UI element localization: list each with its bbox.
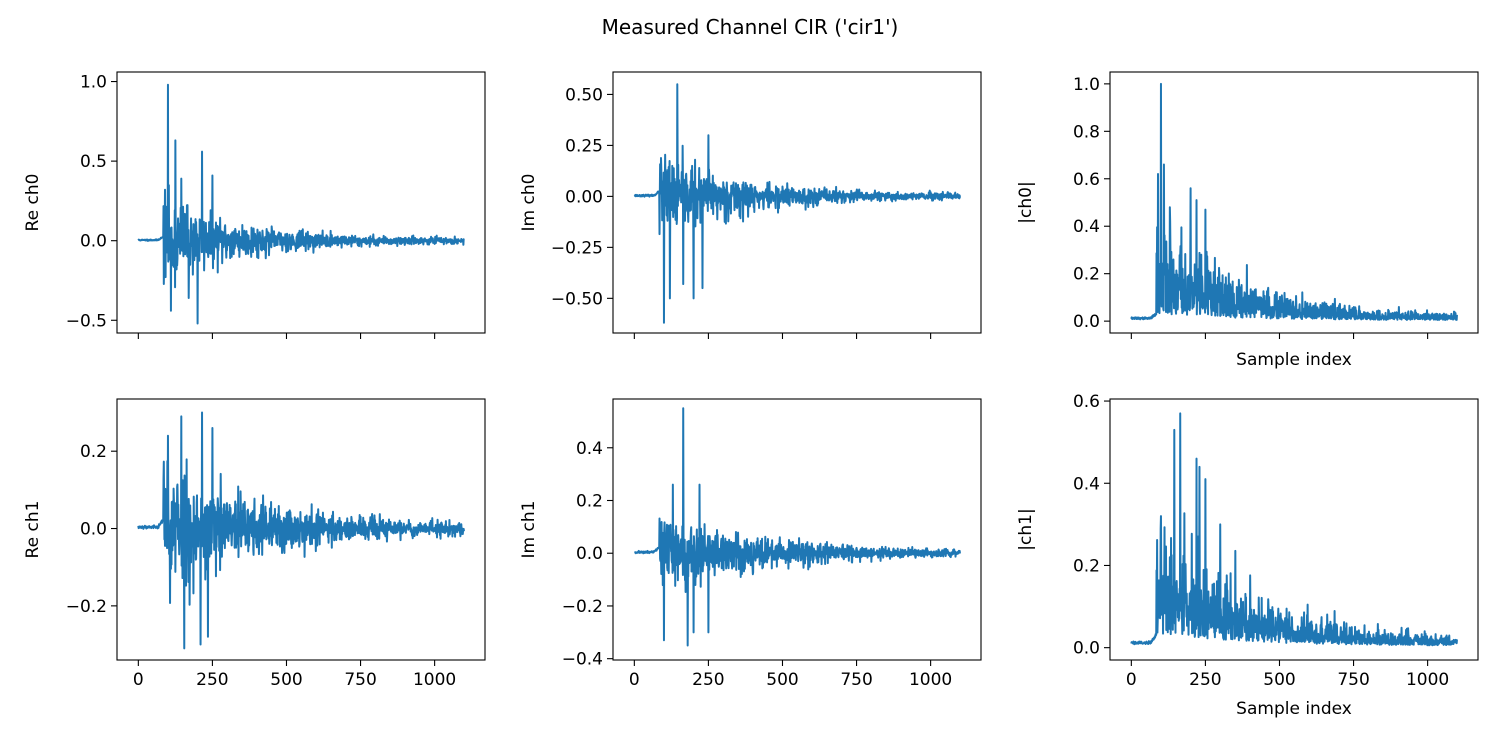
series-line [137,83,465,325]
x-tick-label: 0 [1126,670,1137,690]
series-line [633,407,961,647]
y-tick-label: 0.2 [80,442,107,462]
subplot-5: −0.4 −0.2 0.0 0.2 0.4 0 250 500 750 1000 Im ch1 [519,398,982,690]
axes-frame [1109,71,1479,334]
subplot-grid: −0.50.00.51.0Re ch0−0.50−0.250.000.250.5… [23,71,1479,719]
y-tick-label: 0.0 [80,520,107,540]
y-tick-label: 0.2 [1073,265,1100,285]
y-tick-label: 0.0 [80,232,107,252]
y-tick-label: 0.25 [565,136,603,156]
subplot-1: −0.5 0.0 0.5 1.0 Re ch0 [23,71,486,339]
y-tick-label: 0.5 [80,152,107,172]
y-tick-label: −0.25 [551,238,603,258]
x-axis-label: Sample index [1236,350,1352,370]
axes-frame [116,71,486,334]
y-tick-label: 0.0 [1073,312,1100,332]
y-tick-label: −0.4 [562,650,603,670]
y-tick-label: 0.8 [1073,122,1100,142]
x-tick-label: 250 [692,670,724,690]
series-line [633,83,961,324]
y-tick-label: 0.4 [576,439,603,459]
series-line [137,411,465,650]
subplot-6: 0.0 0.2 0.4 0.6 0 250 500 750 1000 |ch1| Sample in… [1016,392,1479,719]
y-tick-label: −0.50 [551,289,603,309]
y-tick-label: 0.50 [565,85,603,105]
x-tick-label: 1000 [413,670,456,690]
y-tick-label: 0.2 [1073,556,1100,576]
y-tick-label: −0.2 [66,597,107,617]
y-tick-label: 0.6 [1073,392,1100,412]
y-axis-label: Re ch0 [23,174,43,232]
x-tick-label: 750 [840,670,872,690]
x-tick-label: 750 [344,670,376,690]
y-tick-label: 0.4 [1073,217,1100,237]
y-tick-label: −0.2 [562,597,603,617]
y-axis-label: Im ch0 [519,174,539,232]
y-axis-label: Im ch1 [519,501,539,559]
x-tick-label: 250 [1189,670,1221,690]
y-tick-label: 0.2 [576,492,603,512]
y-tick-label: 0.0 [1073,639,1100,659]
x-tick-label: 0 [629,670,640,690]
x-tick-label: 250 [196,670,228,690]
x-axis-label: Sample index [1236,699,1352,719]
axes-frame [116,398,486,661]
y-tick-label: −0.5 [66,311,107,331]
y-tick-label: 1.0 [80,73,107,93]
x-tick-label: 1000 [909,670,952,690]
y-axis-label: |ch1| [1016,508,1036,550]
x-tick-label: 0 [133,670,144,690]
subplot-3: 0.0 0.2 0.4 0.6 0.8 1.0 |ch0| Sample index [1016,71,1479,370]
y-tick-label: 0.6 [1073,170,1100,190]
x-tick-label: 500 [270,670,302,690]
axes-frame [612,398,982,661]
y-tick-label: 1.0 [1073,75,1100,95]
axes-frame [612,71,982,334]
y-axis-label: Re ch1 [23,501,43,559]
x-tick-label: 750 [1337,670,1369,690]
x-tick-label: 500 [1263,670,1295,690]
y-tick-label: 0.0 [576,544,603,564]
series-line [1130,412,1458,647]
series-line [1130,82,1458,321]
y-tick-label: 0.4 [1073,474,1100,494]
axes-frame [1109,398,1479,661]
x-tick-label: 1000 [1406,670,1449,690]
x-tick-label: 500 [766,670,798,690]
figure-title: Measured Channel CIR ('cir1') [602,15,899,39]
subplot-2: −0.50 −0.25 0.00 0.25 0.50 Im ch0 [519,71,982,339]
subplot-4: −0.2 0.0 0.2 0 250 500 750 1000 Re ch1 [23,398,486,690]
y-axis-label: |ch0| [1016,181,1036,223]
y-tick-label: 0.00 [565,187,603,207]
